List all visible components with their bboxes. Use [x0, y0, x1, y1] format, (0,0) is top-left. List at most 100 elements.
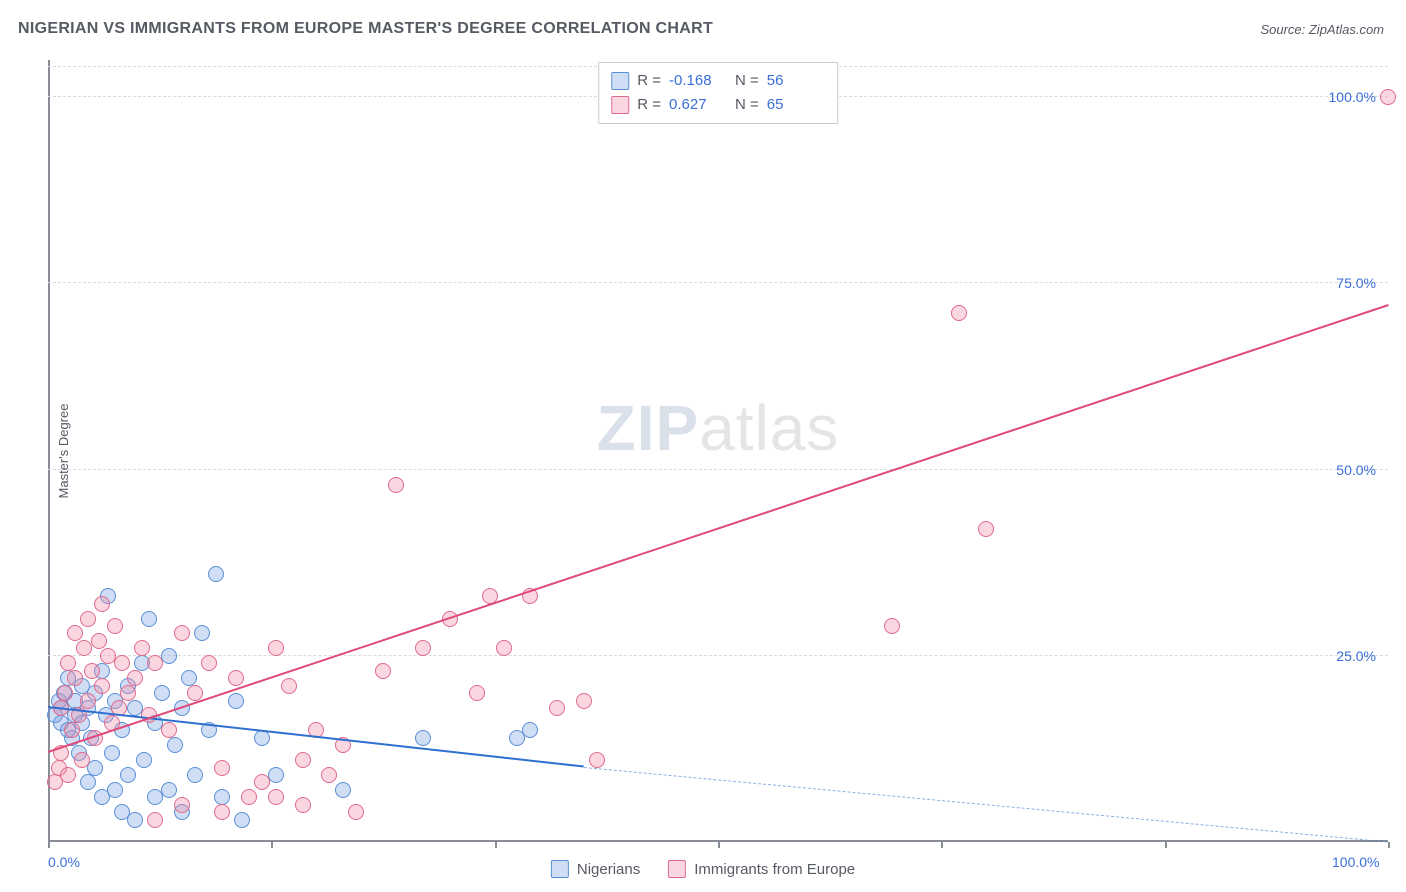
data-point: [136, 752, 152, 768]
chart-title: NIGERIAN VS IMMIGRANTS FROM EUROPE MASTE…: [18, 20, 713, 38]
data-point: [104, 745, 120, 761]
data-point: [84, 663, 100, 679]
data-point: [147, 655, 163, 671]
data-point: [80, 693, 96, 709]
data-point: [295, 752, 311, 768]
legend-n-label: N =: [735, 93, 759, 117]
data-point: [147, 812, 163, 828]
data-point: [254, 774, 270, 790]
gridline: [48, 469, 1388, 470]
x-tick: [1388, 842, 1390, 848]
data-point: [161, 782, 177, 798]
legend-swatch: [611, 72, 629, 90]
y-axis-label: Master's Degree: [56, 404, 71, 499]
legend-item: Immigrants from Europe: [668, 860, 855, 878]
data-point: [181, 670, 197, 686]
data-point: [64, 722, 80, 738]
legend-item: Nigerians: [551, 860, 640, 878]
legend-n-label: N =: [735, 69, 759, 93]
data-point: [76, 640, 92, 656]
x-tick: [271, 842, 273, 848]
data-point: [91, 633, 107, 649]
gridline: [48, 655, 1388, 656]
data-point: [281, 678, 297, 694]
trend-line: [48, 706, 584, 768]
data-point: [80, 774, 96, 790]
x-tick-label: 0.0%: [48, 854, 80, 870]
data-point: [120, 767, 136, 783]
data-point: [187, 767, 203, 783]
legend-row: R = 0.627 N = 65: [611, 93, 825, 117]
series-legend: Nigerians Immigrants from Europe: [551, 860, 855, 878]
data-point: [214, 760, 230, 776]
data-point: [154, 685, 170, 701]
data-point: [201, 655, 217, 671]
data-point: [167, 737, 183, 753]
data-point: [228, 670, 244, 686]
data-point: [94, 678, 110, 694]
x-tick: [718, 842, 720, 848]
data-point: [348, 804, 364, 820]
data-point: [141, 611, 157, 627]
legend-n-value: 56: [767, 69, 825, 93]
legend-r-value: -0.168: [669, 69, 727, 93]
y-axis: [48, 60, 50, 842]
data-point: [268, 640, 284, 656]
trend-line: [584, 767, 1388, 842]
data-point: [94, 596, 110, 612]
data-point: [549, 700, 565, 716]
legend-label: Nigerians: [577, 861, 640, 878]
legend-r-label: R =: [637, 69, 661, 93]
data-point: [228, 693, 244, 709]
data-point: [174, 625, 190, 641]
data-point: [469, 685, 485, 701]
x-tick: [495, 842, 497, 848]
data-point: [241, 789, 257, 805]
scatter-plot: 25.0%50.0%75.0%100.0%0.0%100.0%: [48, 60, 1388, 842]
data-point: [522, 722, 538, 738]
correlation-legend: R = -0.168 N = 56 R = 0.627 N = 65: [598, 62, 838, 124]
data-point: [174, 797, 190, 813]
data-point: [107, 782, 123, 798]
data-point: [589, 752, 605, 768]
y-tick-label: 75.0%: [1336, 275, 1382, 291]
data-point: [884, 618, 900, 634]
data-point: [496, 640, 512, 656]
chart-area: ZIPatlas 25.0%50.0%75.0%100.0%0.0%100.0%…: [48, 60, 1388, 842]
legend-row: R = -0.168 N = 56: [611, 69, 825, 93]
x-tick: [48, 842, 50, 848]
legend-r-value: 0.627: [669, 93, 727, 117]
data-point: [120, 685, 136, 701]
legend-swatch: [611, 96, 629, 114]
data-point: [415, 730, 431, 746]
data-point: [114, 655, 130, 671]
data-point: [60, 767, 76, 783]
x-tick: [941, 842, 943, 848]
data-point: [214, 789, 230, 805]
data-point: [335, 782, 351, 798]
legend-n-value: 65: [767, 93, 825, 117]
data-point: [161, 722, 177, 738]
data-point: [134, 640, 150, 656]
x-tick-label: 100.0%: [1332, 854, 1379, 870]
y-tick-label: 50.0%: [1336, 462, 1382, 478]
data-point: [375, 663, 391, 679]
data-point: [234, 812, 250, 828]
data-point: [107, 618, 123, 634]
data-point: [208, 566, 224, 582]
legend-label: Immigrants from Europe: [694, 861, 855, 878]
y-tick-label: 25.0%: [1336, 648, 1382, 664]
data-point: [1380, 89, 1396, 105]
data-point: [67, 625, 83, 641]
data-point: [74, 752, 90, 768]
data-point: [576, 693, 592, 709]
data-point: [80, 611, 96, 627]
data-point: [57, 685, 73, 701]
trend-line: [48, 304, 1389, 753]
source-label: Source: ZipAtlas.com: [1260, 22, 1384, 37]
data-point: [978, 521, 994, 537]
data-point: [67, 670, 83, 686]
data-point: [127, 812, 143, 828]
data-point: [295, 797, 311, 813]
legend-r-label: R =: [637, 93, 661, 117]
